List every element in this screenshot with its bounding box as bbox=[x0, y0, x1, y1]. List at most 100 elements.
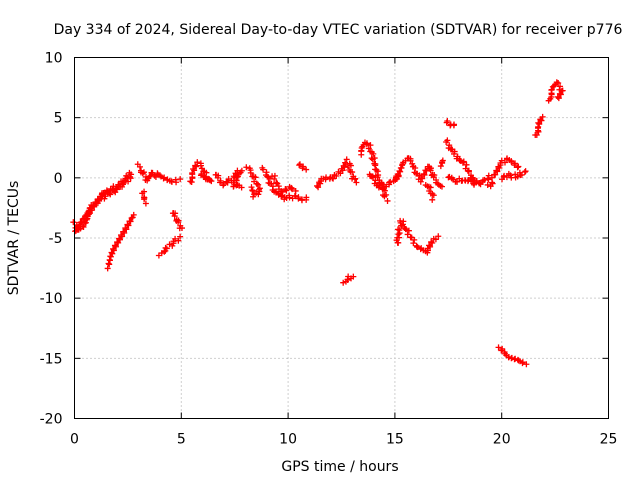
data-point bbox=[189, 171, 196, 178]
data-point bbox=[514, 164, 521, 171]
data-point bbox=[430, 192, 437, 199]
y-tick-label: -10 bbox=[40, 291, 63, 307]
data-point bbox=[402, 226, 409, 233]
data-point bbox=[548, 86, 555, 93]
data-point bbox=[322, 176, 329, 183]
data-point bbox=[538, 117, 545, 124]
data-point bbox=[163, 245, 170, 252]
data-point bbox=[494, 168, 501, 175]
data-point bbox=[557, 91, 564, 98]
data-point bbox=[424, 183, 431, 190]
data-point bbox=[125, 178, 132, 185]
data-point bbox=[179, 225, 186, 232]
data-point bbox=[451, 150, 458, 157]
data-point bbox=[555, 79, 562, 86]
data-point bbox=[89, 202, 96, 209]
data-point bbox=[424, 247, 431, 254]
data-point bbox=[443, 139, 450, 146]
data-point bbox=[110, 247, 117, 254]
data-point bbox=[271, 172, 278, 179]
y-axis-label: SDTVAR / TECUs bbox=[6, 181, 22, 296]
data-point bbox=[393, 175, 400, 182]
data-point bbox=[117, 236, 124, 243]
data-point bbox=[266, 180, 273, 187]
data-point bbox=[367, 148, 374, 155]
data-point bbox=[314, 182, 321, 189]
data-point bbox=[116, 235, 123, 242]
data-point bbox=[533, 132, 540, 139]
data-point bbox=[497, 161, 504, 168]
data-point bbox=[161, 248, 168, 255]
data-point bbox=[303, 196, 310, 203]
data-point bbox=[437, 163, 444, 170]
data-point bbox=[315, 184, 322, 191]
data-point bbox=[384, 197, 391, 204]
data-point bbox=[113, 243, 120, 250]
data-point bbox=[339, 167, 346, 174]
data-point bbox=[521, 169, 528, 176]
data-point bbox=[353, 179, 360, 186]
data-point bbox=[171, 213, 178, 220]
data-point bbox=[492, 171, 499, 178]
data-point bbox=[428, 238, 435, 245]
data-point bbox=[465, 168, 472, 175]
data-point bbox=[410, 240, 417, 247]
data-point bbox=[160, 175, 167, 182]
data-point bbox=[80, 223, 87, 230]
data-point bbox=[127, 218, 134, 225]
data-point bbox=[473, 179, 480, 186]
data-point bbox=[169, 242, 176, 249]
data-point bbox=[230, 183, 237, 190]
data-point bbox=[303, 166, 310, 173]
data-point bbox=[438, 183, 445, 190]
data-point bbox=[193, 163, 200, 170]
data-point bbox=[292, 187, 299, 194]
data-point bbox=[508, 159, 515, 166]
data-point bbox=[119, 181, 126, 188]
data-point bbox=[233, 177, 240, 184]
data-point bbox=[435, 233, 442, 240]
data-point bbox=[109, 250, 116, 257]
y-tick-label: 10 bbox=[45, 51, 63, 67]
data-point bbox=[82, 219, 89, 226]
data-point bbox=[351, 176, 358, 183]
data-point bbox=[136, 163, 143, 170]
data-point bbox=[107, 253, 114, 260]
data-point bbox=[236, 170, 243, 177]
data-point bbox=[421, 171, 428, 178]
data-point bbox=[459, 159, 466, 166]
data-point bbox=[439, 157, 446, 164]
data-point bbox=[411, 236, 418, 243]
data-point bbox=[142, 200, 149, 207]
data-point bbox=[460, 158, 467, 165]
data-point bbox=[197, 162, 204, 169]
data-point bbox=[515, 163, 522, 170]
data-point bbox=[283, 187, 290, 194]
data-point bbox=[333, 173, 340, 180]
data-point bbox=[535, 119, 542, 126]
x-axis-label: GPS time / hours bbox=[281, 459, 398, 475]
data-point bbox=[511, 162, 518, 169]
data-point bbox=[399, 221, 406, 228]
data-point bbox=[340, 279, 347, 286]
data-point bbox=[271, 176, 278, 183]
y-tick-label: -5 bbox=[49, 231, 63, 247]
data-point bbox=[255, 181, 262, 188]
data-point bbox=[523, 361, 530, 368]
data-point bbox=[405, 227, 412, 234]
data-point bbox=[501, 159, 508, 166]
y-tick-label: -15 bbox=[40, 351, 63, 367]
data-point bbox=[156, 172, 163, 179]
data-point bbox=[413, 170, 420, 177]
data-point bbox=[347, 162, 354, 169]
data-point bbox=[78, 218, 85, 225]
data-point bbox=[522, 168, 529, 175]
data-point bbox=[295, 195, 302, 202]
y-tick-label: 5 bbox=[54, 111, 63, 127]
data-point bbox=[493, 167, 500, 174]
x-tick-label: 10 bbox=[279, 432, 297, 448]
data-point bbox=[536, 121, 543, 128]
grid-layer bbox=[74, 57, 609, 419]
data-point bbox=[429, 239, 436, 246]
